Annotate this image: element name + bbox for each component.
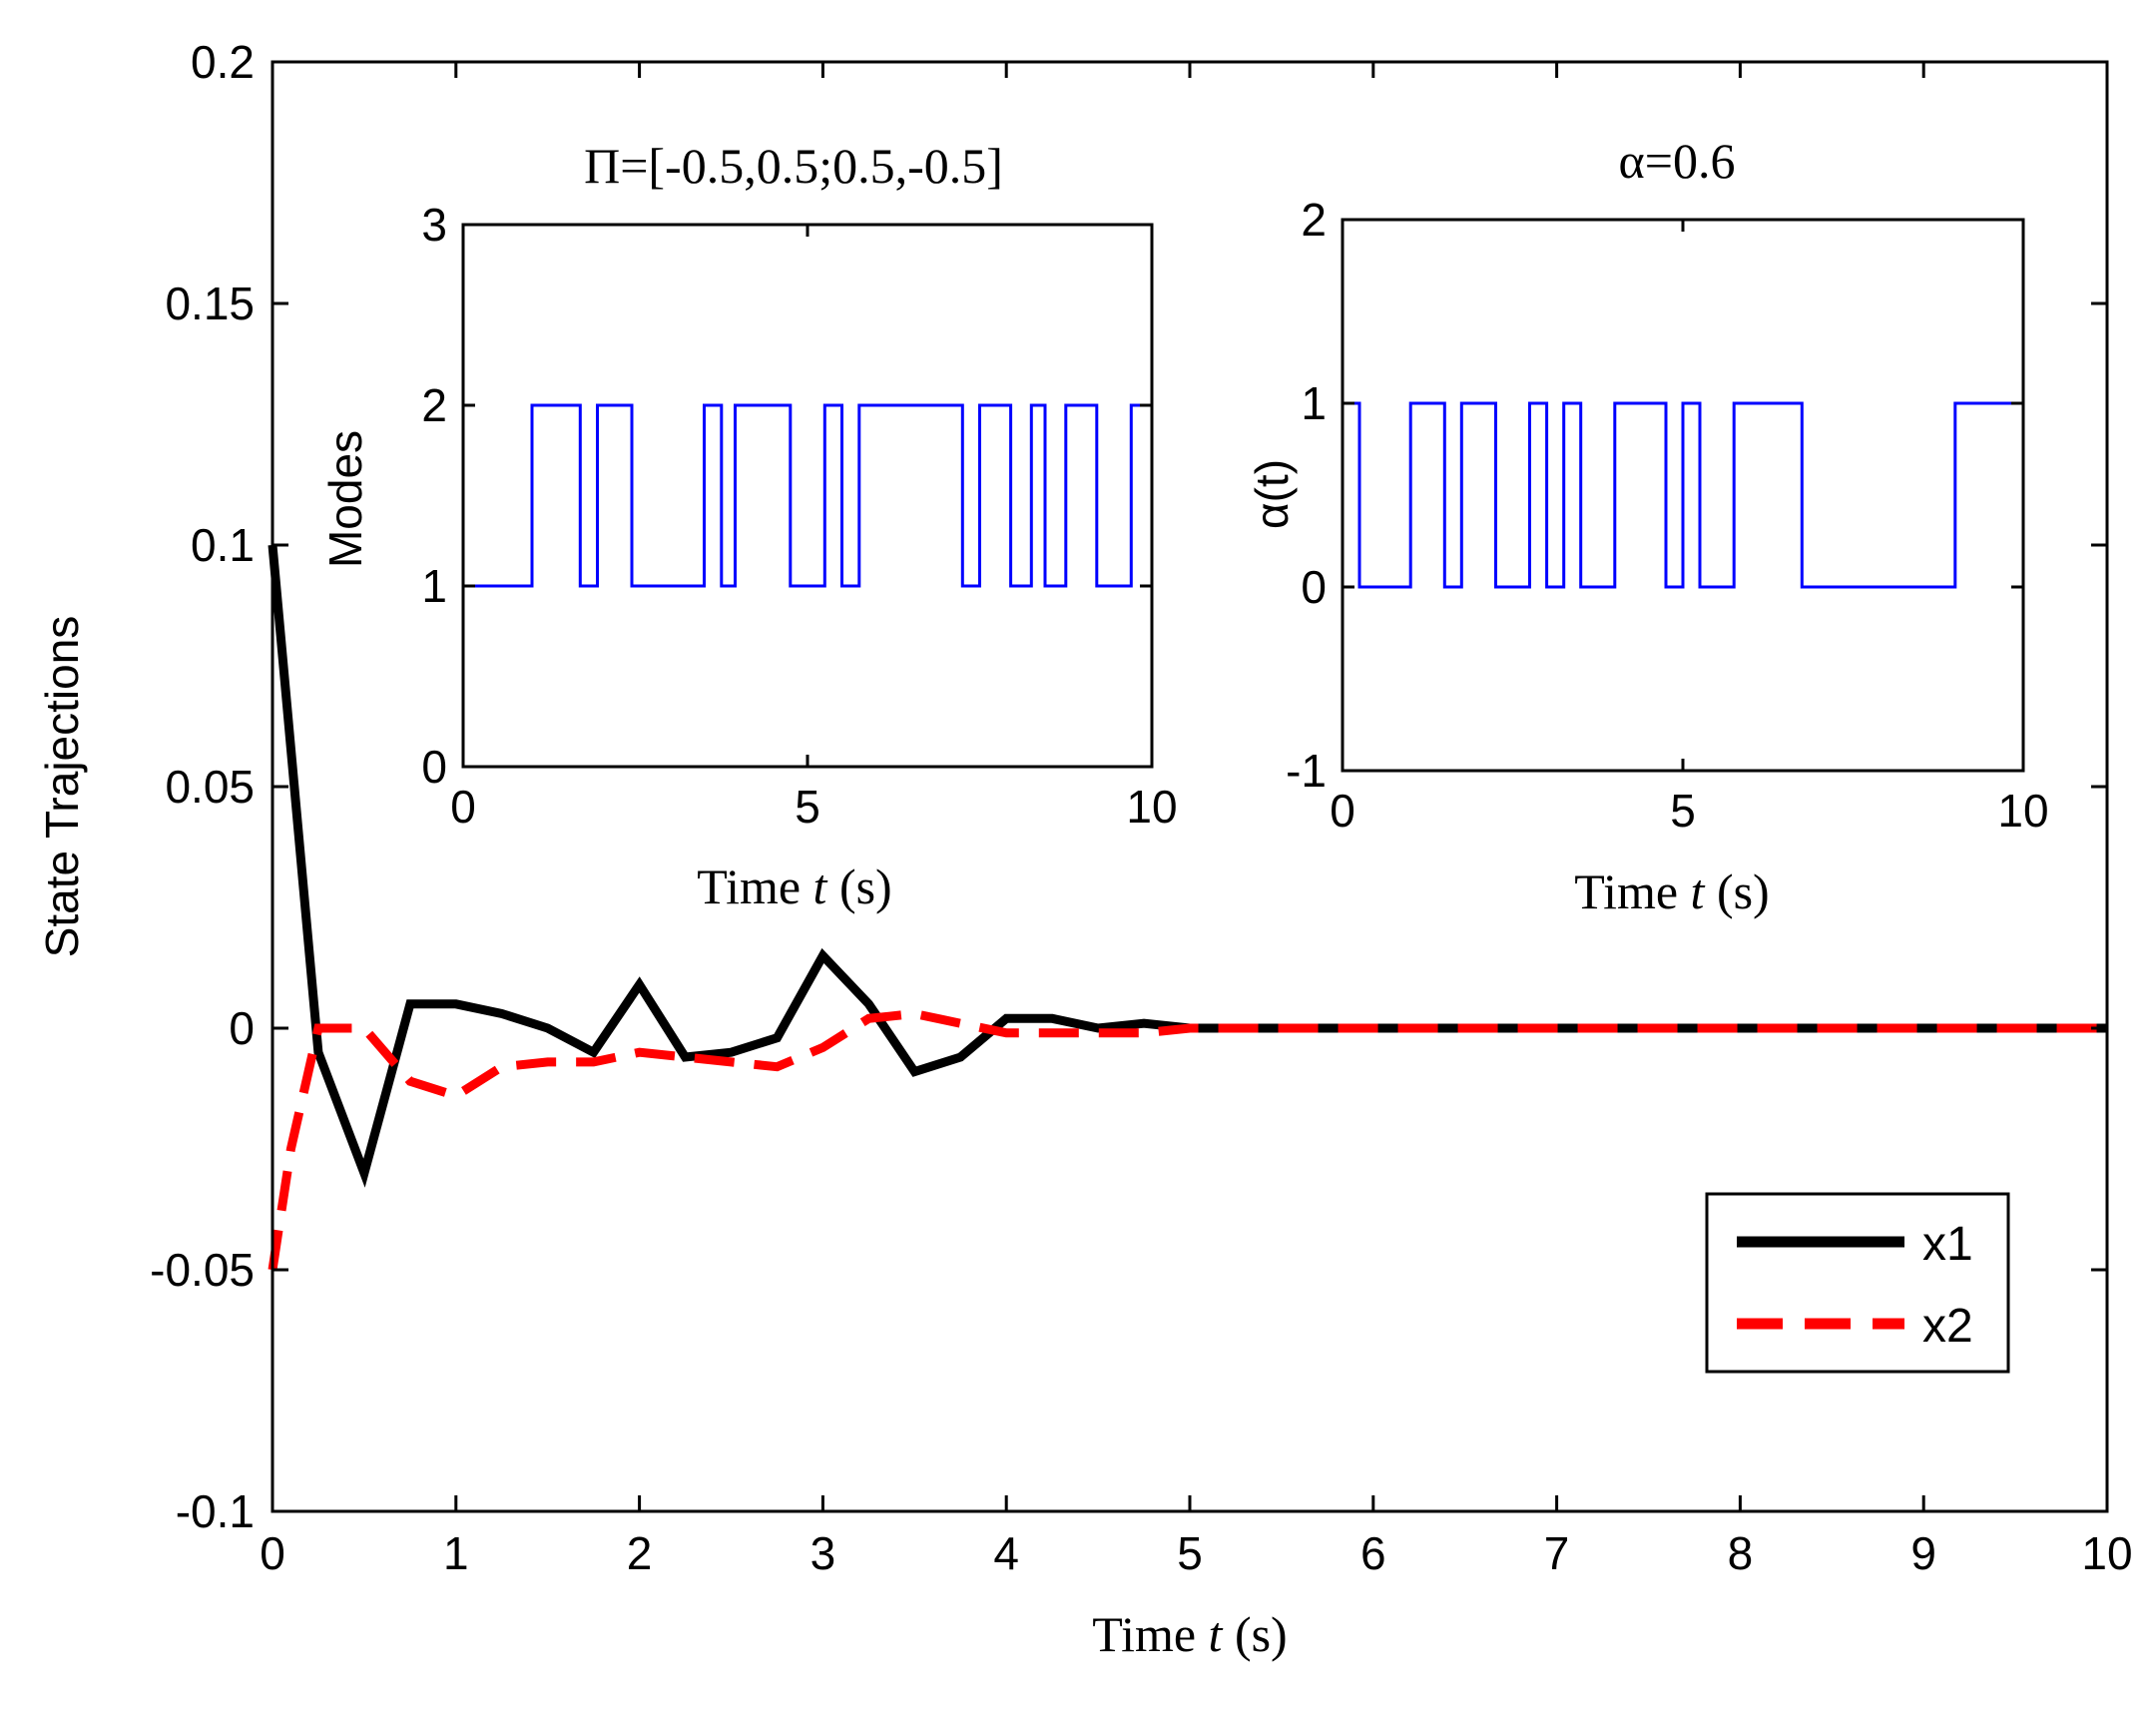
main-ytick-label: 0.15 [165, 278, 255, 329]
main-xtick-label: 6 [1360, 1527, 1386, 1579]
inset-modes-title: Π=[-0.5,0.5;0.5,-0.5] [584, 138, 1003, 194]
main-ytick-label: -0.1 [176, 1485, 255, 1537]
main-ytick-label: 0.1 [191, 519, 255, 571]
main-x-label-prefix: Time [1092, 1606, 1196, 1662]
inset_modes-xtick-label: 5 [795, 781, 820, 833]
main-series-x2 [268, 1008, 2107, 1271]
inset-alpha-y-label: α(t) [1246, 459, 1298, 529]
inset_alpha-ytick-label: 1 [1301, 377, 1327, 429]
legend-x2-label: x2 [1922, 1300, 1973, 1353]
inset-modes-x-label-prefix: Time [697, 858, 801, 914]
inset-modes-ticks: 0 5 10 0 1 2 3 [421, 199, 1177, 833]
main-xtick-label: 2 [627, 1527, 653, 1579]
inset_modes-ytick-label: 0 [421, 741, 447, 793]
legend: x1 x2 [1705, 1192, 2010, 1374]
main-xtick-label: 7 [1544, 1527, 1570, 1579]
inset_alpha-series-alpha [1343, 401, 2023, 589]
inset_alpha-xtick-label: 10 [1997, 785, 2048, 837]
main-y-axis-label: State Trajections [36, 616, 88, 958]
inset_alpha-ytick-label: 2 [1301, 194, 1327, 246]
inset-alpha-x-label: Time t (s) [1574, 863, 1769, 919]
inset_alpha-ytick-label: 0 [1301, 561, 1327, 613]
inset_modes-xtick-label: 10 [1126, 781, 1177, 833]
inset_modes-ytick-label: 3 [421, 199, 447, 251]
inset-modes-x-label: Time t (s) [697, 858, 891, 914]
inset-modes-x-label-var: t [813, 858, 828, 914]
legend-x1-label: x1 [1922, 1218, 1973, 1271]
legend-box [1705, 1192, 2010, 1374]
inset_alpha-xtick-label: 0 [1330, 785, 1355, 837]
inset_alpha-ytick-label: -1 [1286, 745, 1327, 797]
main-ytick-label: 0.2 [191, 36, 255, 88]
inset-alpha-x-label-unit: (s) [1717, 863, 1770, 919]
main-xtick-label: 9 [1910, 1527, 1936, 1579]
inset-modes-y-label: Modes [319, 430, 371, 568]
inset_modes-xtick-label: 0 [450, 781, 476, 833]
inset-alpha-x-label-prefix: Time [1574, 863, 1678, 919]
inset-modes-x-label-unit: (s) [839, 858, 892, 914]
main-ytick-label: 0 [229, 1002, 255, 1054]
main-xtick-label: 3 [810, 1527, 836, 1579]
inset_modes-ytick-label: 2 [421, 379, 447, 431]
main-ytick-label: -0.05 [150, 1244, 255, 1296]
inset_modes-series-mode [463, 403, 1152, 588]
inset-alpha-x-label-var: t [1691, 863, 1706, 919]
main-x-label-var: t [1209, 1606, 1224, 1662]
inset-alpha-title: α=0.6 [1619, 133, 1736, 189]
main-xtick-label: 1 [443, 1527, 469, 1579]
inset-modes-lines [463, 403, 1152, 588]
main-xtick-label: 4 [993, 1527, 1019, 1579]
main-series-lines [268, 544, 2107, 1271]
inset_modes-ytick-label: 1 [421, 560, 447, 612]
inset_alpha-xtick-label: 5 [1670, 785, 1696, 837]
inset-modes-background [463, 225, 1152, 767]
main-xtick-label: 5 [1177, 1527, 1203, 1579]
main-xtick-label: 8 [1728, 1527, 1754, 1579]
inset-alpha-lines [1343, 401, 2023, 589]
main-xtick-label: 0 [260, 1527, 285, 1579]
inset-modes-chart: 0 5 10 0 1 2 3 Π=[-0.5,0.5;0.5,-0.5] Modes Tim… [319, 138, 1178, 914]
main-ytick-label: 0.05 [165, 761, 255, 813]
main-x-label-unit: (s) [1235, 1606, 1288, 1662]
main-x-axis-label: Time t (s) [1092, 1606, 1287, 1662]
main-xtick-label: 10 [2081, 1527, 2132, 1579]
